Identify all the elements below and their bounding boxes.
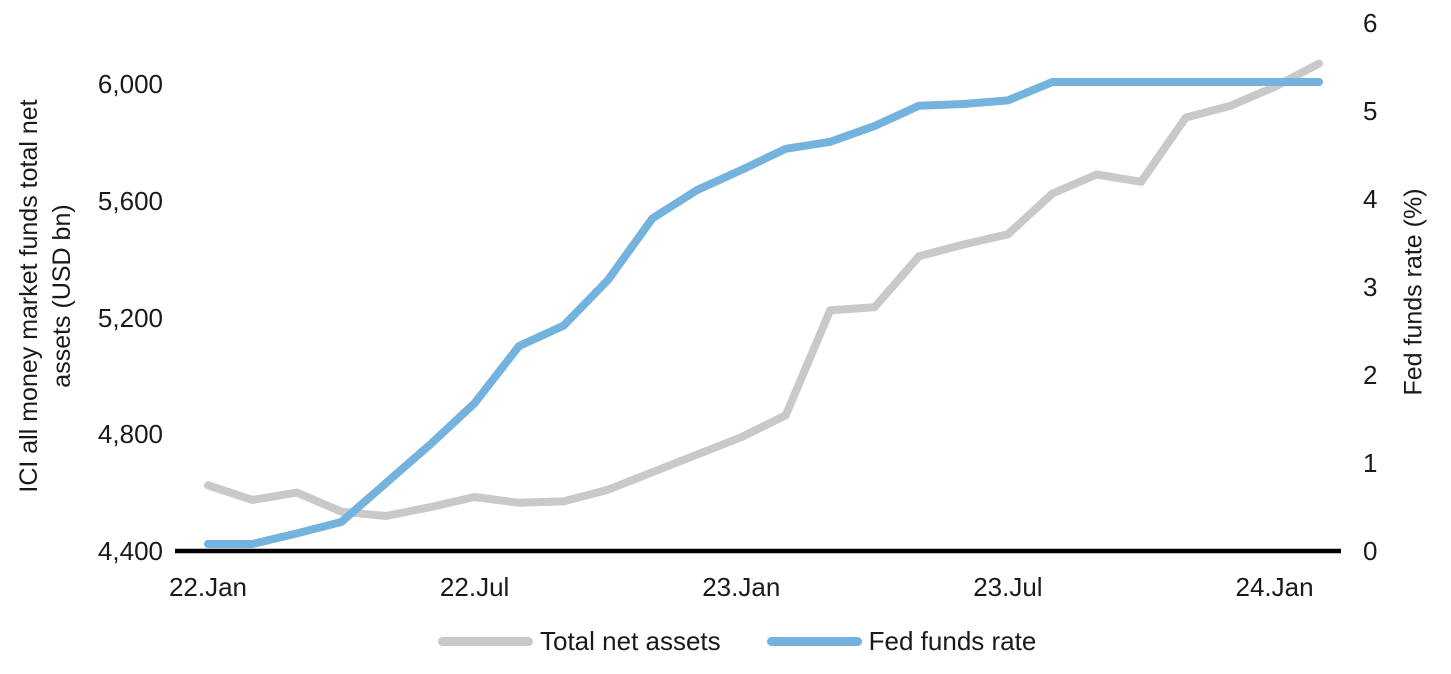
y-right-tick-label: 3	[1363, 272, 1378, 302]
y-left-tick-label: 5,200	[97, 302, 163, 333]
y-left-tick-label: 6,000	[97, 69, 163, 99]
legend-item-total-net-assets: Total net assets	[438, 626, 721, 656]
x-tick-label: 23.Jan	[702, 572, 781, 602]
legend: Total net assets Fed funds rate	[438, 626, 1036, 656]
y-right-tick-label: 0	[1363, 536, 1378, 566]
right-axis-title: Fed funds rate (%)	[1399, 188, 1428, 396]
y-right-tick-label: 4	[1363, 184, 1378, 214]
y-left-tick-label: 4,400	[97, 536, 163, 566]
legend-label-fed-funds-rate: Fed funds rate	[868, 626, 1037, 656]
y-right-tick-label: 2	[1363, 360, 1378, 390]
fed-funds-rate-swatch-icon	[766, 636, 862, 646]
total-net-assets-swatch-icon	[438, 636, 533, 646]
legend-item-fed-funds-rate: Fed funds rate	[766, 626, 1037, 656]
y-left-tick-label: 5,600	[97, 185, 163, 216]
y-right-tick-label: 6	[1363, 8, 1378, 38]
x-tick-label: 22.Jan	[168, 572, 248, 602]
x-tick-label: 22.Jul	[439, 572, 510, 602]
x-tick-label: 24.Jan	[1235, 572, 1314, 602]
y-right-tick-label: 5	[1363, 96, 1378, 126]
y-right-tick-label: 1	[1363, 448, 1378, 478]
legend-label-total-net-assets: Total net assets	[540, 626, 721, 656]
fed-funds-rate-line	[204, 78, 1323, 548]
total-net-assets-line	[204, 59, 1323, 520]
y-left-tick-label: 4,800	[97, 419, 163, 450]
left-axis-title-line1: ICI all money market funds total net	[15, 99, 43, 493]
x-tick-label: 23.Jul	[973, 572, 1043, 602]
